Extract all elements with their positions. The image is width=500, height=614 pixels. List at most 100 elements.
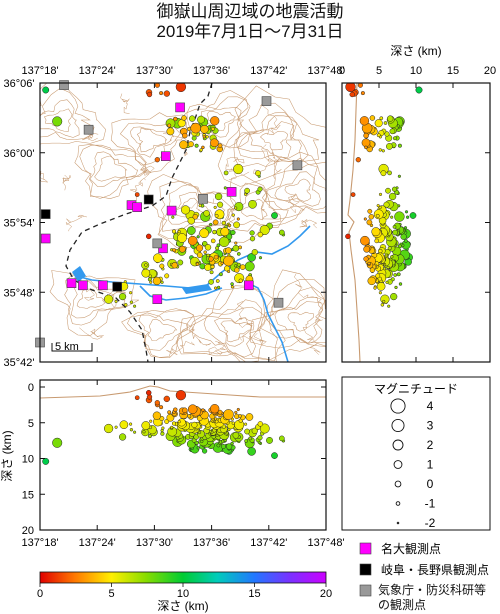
ew-lon-tick-label: 137°36' xyxy=(193,537,230,549)
ns-hypocenter-dot xyxy=(349,91,355,98)
topo-contour xyxy=(147,318,178,341)
epicenter-dot xyxy=(171,215,175,219)
epicenter-dot xyxy=(175,83,187,93)
epicenter-dot xyxy=(210,264,215,269)
ns-hypocenter-dot xyxy=(385,280,389,284)
topo-contour xyxy=(127,310,196,358)
ew-depth-tick-labels: 0 5 10 15 20 xyxy=(22,382,34,537)
lat-tick-label: 35°54' xyxy=(4,218,35,230)
ew-hypocenter-dot xyxy=(159,405,164,410)
ns-hypocenter-dot xyxy=(375,273,381,279)
prefecture-station-swatch xyxy=(359,563,372,576)
station-marker xyxy=(59,80,69,90)
topo-contour xyxy=(120,93,130,114)
topo-contour xyxy=(82,132,99,141)
ew-hypocenter-dot xyxy=(182,407,188,414)
ns-hypocenter-dot xyxy=(383,121,388,125)
topo-contour xyxy=(79,327,104,340)
ew-hypocenter-dot xyxy=(118,433,127,441)
ew-depth-tick-label: 15 xyxy=(22,489,34,501)
ns-hypocenter-dot xyxy=(380,170,387,177)
station-legend-label-1: 岐阜・長野県観測点 xyxy=(381,563,489,577)
ew-hypocenter-dot xyxy=(210,404,220,414)
epicenter-dot xyxy=(217,143,223,149)
magnitude-legend-circle xyxy=(391,419,405,433)
scale-label: 5 km xyxy=(55,341,79,353)
lon-tick-label: 137°18' xyxy=(21,65,58,77)
topo-contour xyxy=(130,126,174,158)
ew-depth-tick-label: 10 xyxy=(22,454,34,466)
lon-tick-label: 137°30' xyxy=(136,65,173,77)
ew-hypocenter-dot xyxy=(103,423,114,434)
ew-longitude-labels: 137°18' 137°24' 137°30' 137°36' 137°42' 137°4… xyxy=(21,537,344,549)
ns-hypocenter-dot xyxy=(394,285,398,290)
colorbar-tick-label: 15 xyxy=(248,588,260,600)
epicenter-dot xyxy=(230,282,234,286)
ns-hypocenter-dot xyxy=(409,212,417,219)
station-marker xyxy=(226,187,237,197)
epicenter-dot xyxy=(204,244,212,251)
topo-contour xyxy=(40,87,95,140)
epicenter-dot xyxy=(123,303,128,307)
ew-hypocenter-dot xyxy=(251,427,258,434)
epicenter-dot xyxy=(234,264,238,268)
ns-hypocenter-dot xyxy=(368,214,375,220)
ew-hypocenter-dot xyxy=(201,408,205,412)
magnitude-legend-box xyxy=(341,376,491,531)
epicenter-dot xyxy=(145,233,152,240)
colorbar-tick-label: 10 xyxy=(177,588,189,600)
ns-hypocenter-dot xyxy=(394,211,405,222)
station-marker xyxy=(166,205,177,216)
ns-hypocenter-dot xyxy=(367,208,373,214)
ew-hypocenter-dot xyxy=(128,422,133,426)
ns-hypocenter-dot xyxy=(363,245,371,253)
epicenter-dot xyxy=(208,279,214,285)
ew-hypocenter-dot xyxy=(230,441,234,446)
epicenter-dot xyxy=(118,292,127,301)
epicenter-dot xyxy=(187,141,194,148)
ns-hypocenter-dot xyxy=(363,256,369,262)
epicenter-dot xyxy=(171,229,177,234)
station-legend-label-2: 気象庁・防災科研等の観測点 xyxy=(378,583,487,612)
topo-contour xyxy=(236,300,253,328)
epicenter-dot xyxy=(259,225,270,235)
magnitude-legend-circle xyxy=(392,439,404,451)
ew-hypocenter-dot xyxy=(201,448,208,454)
topo-contour xyxy=(94,155,128,182)
ns-hypocenter-dot xyxy=(388,192,397,201)
lat-tick-label: 36°00' xyxy=(4,148,35,160)
ew-lon-tick-label: 137°48' xyxy=(307,537,344,549)
station-marker xyxy=(112,281,122,292)
station-marker xyxy=(143,194,154,205)
topo-contour xyxy=(187,324,211,346)
epicenter-dot xyxy=(213,205,217,210)
topo-contour xyxy=(238,333,267,346)
station-marker xyxy=(161,151,171,161)
ns-hypocenter-dot xyxy=(396,272,401,277)
ew-hypocenter-dot xyxy=(173,407,178,412)
ns-hypocenter-dot xyxy=(387,115,394,122)
epicenter-dot xyxy=(206,253,210,258)
epicenter-map: 5 km 137°18' 137°24' 137°30' 137°36' 137°42'… xyxy=(4,65,345,369)
epicenter-dot xyxy=(128,291,133,295)
ew-lon-tick-label: 137°42' xyxy=(250,537,287,549)
magnitude-legend-circle xyxy=(396,521,400,525)
epicenter-dot xyxy=(166,127,175,136)
station-legend-label-0: 名大観測点 xyxy=(381,541,441,556)
ns-hypocenter-dot xyxy=(390,215,394,219)
epicenter-dot xyxy=(236,217,240,221)
topo-contour xyxy=(241,198,268,221)
epicenter-dot xyxy=(186,226,196,235)
epicenter-dot xyxy=(141,268,151,278)
map-latitude-labels: 36°06' 36°00' 35°54' 35°48' 35°42' xyxy=(4,78,35,369)
epicenter-dot xyxy=(257,231,264,238)
epicenter-dot xyxy=(239,264,246,270)
ns-hypocenter-dot xyxy=(403,238,408,243)
epicenter-dot xyxy=(236,262,241,267)
epicenter-dot xyxy=(220,227,230,237)
epicenter-dot xyxy=(233,221,240,229)
ns-depth-tick-label: 15 xyxy=(447,65,459,77)
epicenter-dot xyxy=(187,235,198,246)
topo-contour xyxy=(62,174,71,191)
